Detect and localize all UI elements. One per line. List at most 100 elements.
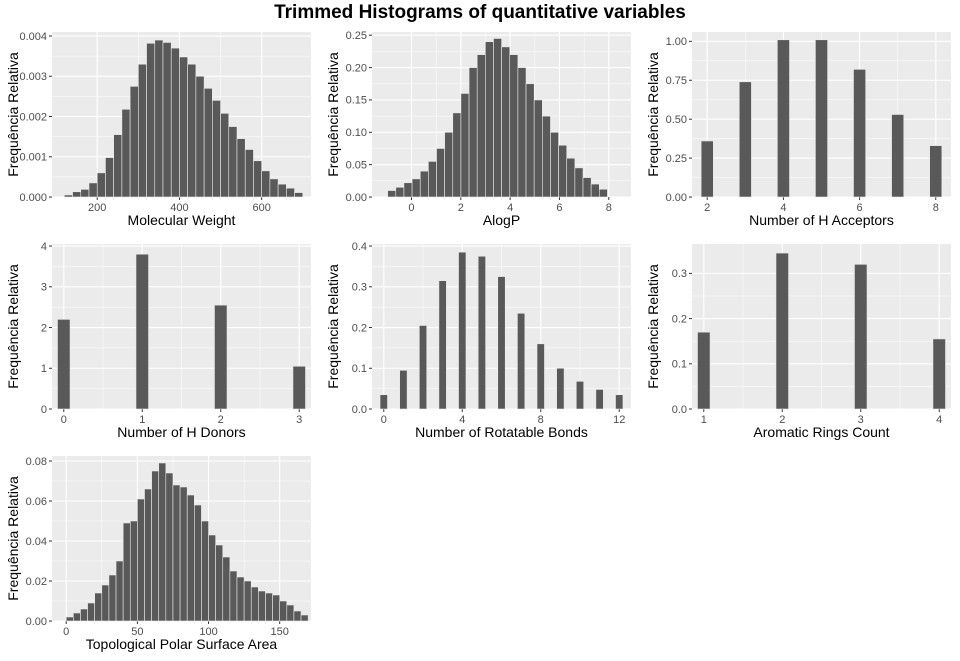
- histogram-bar: [550, 131, 559, 198]
- y-axis-title: Frequência Relativa: [645, 52, 661, 177]
- histogram-bar: [279, 600, 288, 622]
- histogram-bar: [493, 38, 502, 198]
- histogram-bar: [558, 144, 568, 198]
- histogram-bar: [418, 325, 428, 410]
- histogram-bar: [214, 304, 228, 410]
- histogram-bar: [64, 194, 73, 198]
- x-axis-title: Topological Polar Surface Area: [86, 636, 278, 652]
- histogram-bar: [72, 191, 82, 198]
- y-tick-label: 3: [41, 282, 47, 294]
- x-tick-label: 0: [408, 202, 414, 214]
- histogram-bar: [212, 100, 221, 198]
- histogram-bar: [477, 255, 486, 410]
- histogram-bar: [566, 157, 576, 198]
- y-tick-label: 0.000: [19, 192, 47, 204]
- x-tick-label: 12: [613, 414, 625, 426]
- histogram-bar: [179, 56, 188, 198]
- x-tick-label: 1: [139, 414, 145, 426]
- x-tick-label: 600: [252, 202, 270, 214]
- x-axis-title: Number of Rotatable Bonds: [415, 424, 588, 440]
- histogram-bar: [243, 580, 252, 622]
- histogram-bar: [300, 614, 309, 622]
- x-tick-label: 8: [606, 202, 612, 214]
- y-tick-label: 0.15: [346, 95, 367, 107]
- y-tick-label: 0.0: [672, 404, 687, 416]
- histogram-bar: [162, 42, 172, 198]
- histogram-bar: [129, 520, 138, 622]
- x-tick-label: 2: [779, 414, 785, 426]
- histogram-bar: [113, 134, 123, 198]
- histogram-bar: [57, 319, 71, 410]
- histogram-bar: [208, 534, 216, 622]
- y-tick-label: 0.2: [672, 313, 687, 325]
- histogram-bar: [258, 590, 266, 622]
- y-tick-label: 0.001: [19, 152, 47, 164]
- histogram-bar: [108, 574, 117, 622]
- histogram-bar: [777, 39, 790, 198]
- histogram-bar: [272, 594, 280, 622]
- histogram-bar: [294, 192, 304, 198]
- histogram-bar: [497, 276, 506, 410]
- histogram-bar: [379, 394, 388, 410]
- histogram-bar: [195, 75, 205, 198]
- y-tick-label: 0.50: [666, 114, 687, 126]
- histogram-bar: [525, 83, 535, 198]
- histogram-bar: [286, 187, 295, 198]
- x-tick-label: 8: [933, 202, 939, 214]
- histogram-bar: [700, 140, 714, 198]
- histogram-bar: [387, 190, 397, 198]
- x-tick-label: 4: [507, 202, 513, 214]
- histogram-bar: [250, 586, 259, 622]
- histogram-bar: [411, 178, 421, 198]
- x-tick-label: 6: [857, 202, 863, 214]
- histogram-bar: [194, 504, 202, 622]
- histogram-aromatic-rings: 0.0 0.1 0.2 0.3 1 2 3 4 Aromatic Rings Count Freq…: [645, 244, 951, 440]
- histogram-bar: [236, 138, 246, 198]
- histogram-bar: [452, 112, 462, 198]
- histogram-bar: [476, 54, 486, 198]
- histogram-bar: [533, 99, 543, 198]
- histogram-bar: [517, 312, 526, 410]
- histogram-bar: [595, 389, 604, 410]
- histogram-bar: [186, 494, 195, 622]
- y-axis-title: Frequência Relativa: [325, 52, 341, 177]
- y-tick-label: 4: [41, 241, 47, 253]
- histogram-bar: [929, 145, 943, 198]
- y-axis-title: Frequência Relativa: [645, 264, 661, 389]
- y-tick-label: 0.003: [19, 71, 47, 83]
- histogram-bar: [229, 570, 238, 622]
- histogram-bar: [738, 81, 752, 198]
- x-tick-label: 400: [170, 202, 188, 214]
- y-tick-label: 0.3: [672, 268, 687, 280]
- histogram-bar: [88, 182, 98, 198]
- y-tick-label: 2: [41, 322, 47, 334]
- histogram-bar: [215, 544, 224, 622]
- histogram-bar: [438, 280, 447, 410]
- x-tick-label: 50: [131, 626, 143, 638]
- x-tick-label: 4: [780, 202, 786, 214]
- x-axis-title: AlogP: [483, 212, 520, 228]
- histogram-bar: [203, 88, 213, 198]
- x-axis-title: Molecular Weight: [128, 212, 236, 228]
- x-tick-label: 0: [63, 626, 69, 638]
- x-tick-label: 4: [936, 414, 942, 426]
- histogram-bar: [101, 584, 110, 622]
- histogram-bar: [615, 394, 624, 410]
- histogram-bar: [228, 126, 238, 198]
- histogram-bar: [220, 112, 230, 198]
- histogram-bar: [444, 131, 454, 198]
- histogram-bar: [135, 253, 149, 410]
- histogram-bar: [73, 612, 81, 622]
- histogram-bar: [556, 367, 565, 410]
- x-tick-label: 2: [704, 202, 710, 214]
- histogram-bar: [854, 264, 868, 410]
- x-tick-label: 6: [556, 202, 562, 214]
- y-tick-label: 0.00: [26, 616, 47, 628]
- histogram-tpsa: 0.00 0.02 0.04 0.06 0.08 0 50 100 150Topological…: [5, 456, 311, 652]
- y-tick-label: 0.3: [352, 282, 367, 294]
- y-tick-label: 1: [41, 363, 47, 375]
- x-tick-label: 8: [538, 414, 544, 426]
- histogram-bar: [399, 369, 408, 410]
- histogram-bar: [460, 93, 470, 198]
- x-tick-label: 200: [88, 202, 106, 214]
